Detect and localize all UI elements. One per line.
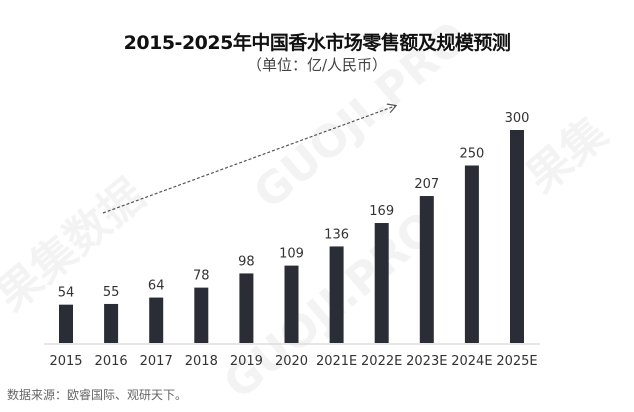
x-tick-label: 2016: [95, 354, 128, 369]
x-tick-label: 2017: [140, 354, 173, 369]
bar-2018: [194, 287, 209, 343]
x-tick-label: 2018: [185, 354, 218, 369]
chart-subtitle: （单位：亿/人民币）: [246, 56, 388, 74]
source-note: 数据来源：欧睿国际、观研天下。: [7, 388, 188, 402]
data-label-2019: 98: [238, 254, 255, 269]
bar-2019: [239, 273, 254, 343]
bar-2023E: [419, 196, 434, 343]
data-label-2025E: 300: [505, 111, 530, 126]
data-label-2021E: 136: [324, 227, 349, 242]
bar-2022E: [374, 223, 389, 343]
chart-title: 2015-2025年中国香水市场零售额及规模预测: [123, 32, 511, 54]
bar-2024E: [464, 165, 479, 343]
data-label-2018: 78: [193, 269, 210, 284]
x-tick-label: 2024E: [451, 354, 492, 369]
data-label-2023E: 207: [414, 177, 439, 192]
bar-2020: [284, 265, 299, 343]
x-tick-label: 2021E: [316, 354, 357, 369]
x-tick-label: 2023E: [406, 354, 447, 369]
trend-arrow: [102, 106, 395, 214]
data-label-2020: 109: [279, 247, 304, 262]
x-tick-label: 2020: [275, 354, 308, 369]
x-tick-label: 2015: [49, 354, 82, 369]
x-tick-label: 2022E: [361, 354, 402, 369]
data-label-2024E: 250: [459, 147, 484, 162]
bar-2017: [149, 297, 164, 343]
bar-2015: [59, 304, 73, 343]
x-tick-label: 2019: [230, 354, 263, 369]
data-label-2016: 55: [103, 285, 120, 300]
data-label-2022E: 169: [369, 204, 394, 219]
x-tick-label: 2025E: [496, 354, 537, 369]
data-label-2017: 64: [148, 279, 165, 294]
bar-2021E: [329, 246, 344, 343]
bar-2016: [104, 303, 119, 343]
data-label-2015: 54: [58, 286, 75, 301]
bar-2025E: [510, 130, 524, 343]
